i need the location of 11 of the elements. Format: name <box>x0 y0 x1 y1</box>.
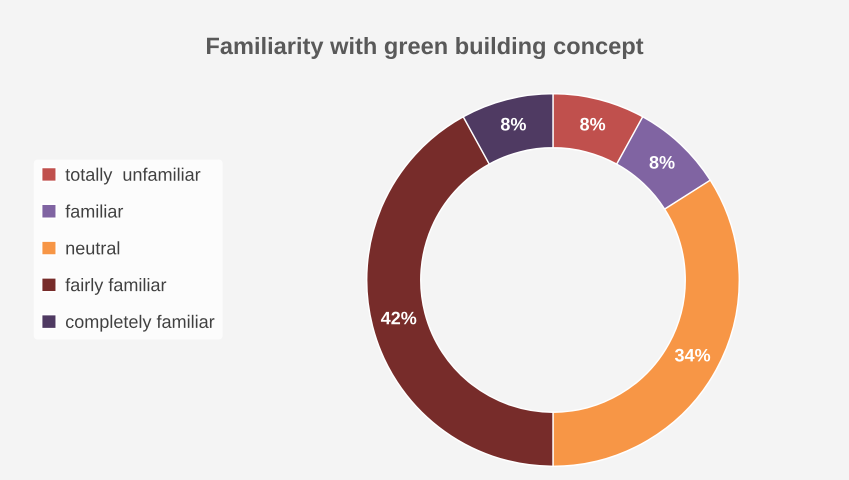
legend-label: completely familiar <box>66 314 214 332</box>
data-label: 42% <box>380 312 416 324</box>
legend-label: neutral <box>66 241 120 254</box>
data-label: 8% <box>500 118 526 131</box>
chart-title: Familiarity with green building concept <box>207 36 644 60</box>
data-label: 8% <box>580 118 606 131</box>
legend-label: totally unfamiliar <box>65 168 200 184</box>
legend-label: familiar <box>65 204 124 218</box>
data-label: 8% <box>650 156 675 169</box>
data-label: 34% <box>674 348 710 362</box>
legend-label: fairly familiar <box>65 278 166 295</box>
